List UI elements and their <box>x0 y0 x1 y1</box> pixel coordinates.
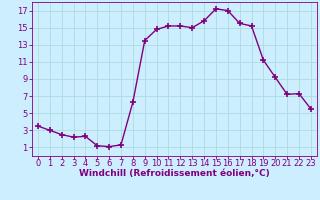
X-axis label: Windchill (Refroidissement éolien,°C): Windchill (Refroidissement éolien,°C) <box>79 169 270 178</box>
